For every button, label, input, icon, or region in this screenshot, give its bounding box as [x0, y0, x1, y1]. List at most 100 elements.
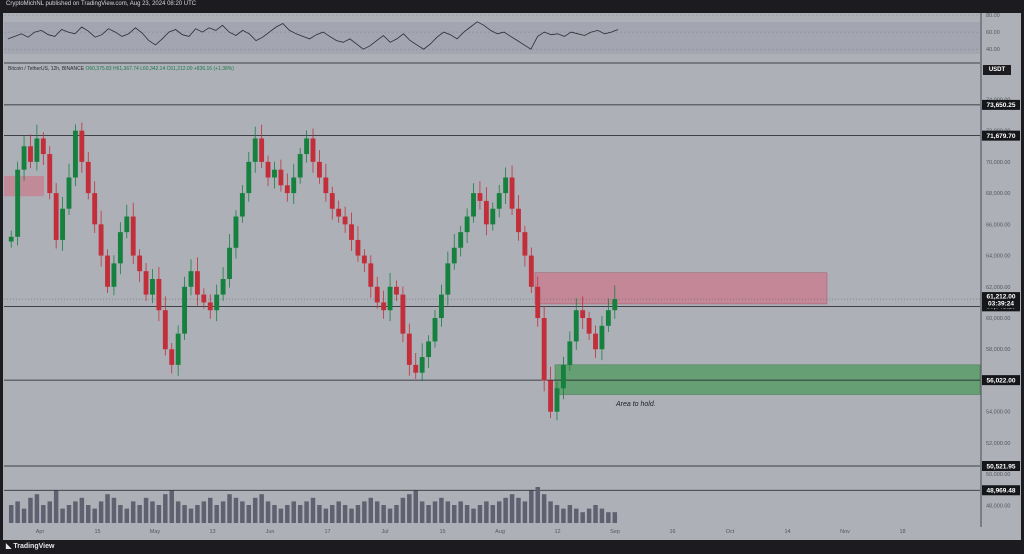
volume-bar — [137, 505, 142, 523]
level-price-label: 48,969.48 — [987, 488, 1016, 495]
time-tick-label: 15 — [439, 529, 445, 535]
candle-body — [483, 200, 489, 225]
price-tick-label: 54,000.00 — [986, 410, 1010, 416]
volume-bar — [419, 501, 425, 523]
volume-bar — [426, 505, 431, 523]
volume-bar — [362, 501, 367, 523]
volume-bar — [21, 508, 27, 523]
volume-bar — [240, 501, 245, 523]
volume-bar — [394, 505, 399, 523]
level-price-label: 71,679.70 — [987, 133, 1016, 140]
left-supply-zone — [4, 175, 44, 197]
candle-body — [406, 333, 412, 365]
chart-frame — [3, 3, 1021, 551]
volume-bar — [336, 501, 341, 523]
volume-bar — [561, 508, 566, 523]
candle-body — [336, 208, 342, 217]
candle-body — [554, 388, 560, 412]
candle-body — [471, 193, 476, 217]
level-price-label: 73,650.25 — [987, 102, 1016, 109]
volume-bar — [471, 508, 476, 523]
volume-bar — [34, 494, 40, 523]
volume-bar — [516, 497, 521, 523]
volume-bar — [310, 497, 316, 523]
candle-body — [214, 294, 220, 311]
candle-body — [503, 177, 509, 194]
candle-body — [34, 138, 40, 162]
volume-bar — [535, 487, 540, 523]
volume-bar — [548, 501, 553, 523]
candle-body — [451, 247, 457, 264]
publish-info: CryptoMichNL published on TradingView.co… — [6, 1, 197, 7]
level-price-box — [982, 130, 1020, 141]
level-price-label: 56,022.00 — [987, 377, 1016, 384]
candle-body — [297, 154, 303, 178]
candle-body — [239, 193, 245, 217]
candle-body — [124, 216, 130, 233]
time-tick-label: Apr — [36, 529, 45, 535]
volume-bar — [124, 508, 130, 523]
currency-label[interactable]: USDT — [983, 65, 1011, 75]
candle-body — [445, 263, 451, 295]
candle-body — [72, 130, 78, 178]
volume-bar — [259, 494, 264, 523]
volume-bar — [98, 501, 104, 523]
candle-body — [105, 255, 110, 287]
candle-body — [137, 255, 143, 272]
candle-body — [567, 341, 573, 365]
candle-body — [194, 271, 200, 295]
volume-bar — [143, 497, 149, 523]
volume-bar — [432, 501, 438, 523]
price-tick-label: 62,000.00 — [986, 285, 1010, 291]
volume-bar — [400, 497, 406, 523]
candle-body — [612, 299, 618, 311]
current-price-box — [982, 292, 1020, 309]
candle-body — [28, 146, 33, 162]
price-tick-label: 68,000.00 — [986, 191, 1010, 197]
volume-bar — [599, 508, 605, 523]
candle-body — [458, 232, 464, 248]
volume-bar — [541, 494, 547, 523]
candle-body — [528, 255, 534, 287]
candle-body — [323, 177, 329, 194]
candle-body — [355, 239, 361, 256]
candle-body — [8, 236, 14, 242]
candle-body — [368, 263, 374, 287]
candle-body — [207, 302, 213, 311]
candle-body — [246, 161, 252, 194]
volume-bar — [323, 508, 329, 523]
volume-bar — [86, 505, 91, 523]
volume-bar — [407, 494, 412, 523]
candle-body — [220, 278, 226, 295]
candle-body — [394, 286, 399, 295]
price-tick-label: 64,000.00 — [986, 254, 1010, 260]
candle-body — [284, 185, 290, 194]
candle-body — [143, 271, 149, 295]
candle-body — [175, 333, 181, 365]
candle-body — [329, 193, 335, 209]
candle-body — [387, 286, 393, 311]
volume-bar — [156, 505, 162, 523]
supply-zone — [534, 272, 828, 305]
price-tick-label: 66,000.00 — [986, 222, 1010, 228]
candle-body — [53, 193, 59, 240]
volume-bar — [169, 490, 174, 523]
candle-body — [162, 310, 168, 350]
candle-body — [150, 278, 155, 295]
oscillator-line — [7, 21, 619, 50]
ohlc-values: O60,375.83 H61,367.74 L60,342.14 C61,212… — [85, 66, 234, 72]
volume-bar — [580, 512, 585, 523]
price-tick-label: 48,000.00 — [986, 503, 1010, 509]
candle-body — [21, 146, 27, 170]
candle-body — [182, 286, 188, 334]
volume-bar — [342, 505, 348, 523]
volume-bar — [252, 497, 258, 523]
candle-body — [40, 138, 46, 155]
volume-bar — [317, 505, 322, 523]
candle-body — [413, 364, 419, 373]
volume-bar — [509, 494, 515, 523]
candle-body — [605, 310, 611, 326]
volume-bar — [304, 501, 309, 523]
volume-bar — [201, 501, 207, 523]
